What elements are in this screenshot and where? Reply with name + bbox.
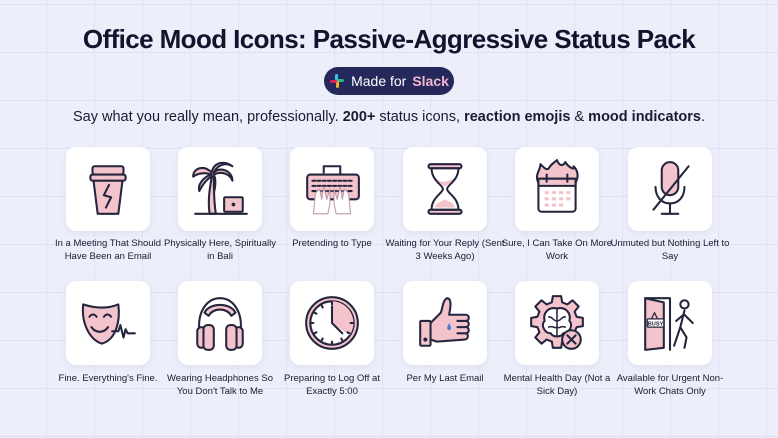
icon-label: Unmuted but Nothing Left to Say	[610, 238, 730, 262]
icon-card[interactable]	[290, 147, 374, 231]
icon-label: Fine. Everything's Fine.	[58, 373, 158, 384]
subtitle-text: status icons,	[375, 109, 465, 125]
icon-label: Physically Here, Spiritually in Bali	[164, 238, 276, 262]
headphones-icon	[196, 297, 244, 351]
icon-label: Per My Last Email	[406, 373, 484, 384]
icon-label: Sure, I Can Take On More Work	[501, 238, 613, 262]
icon-card[interactable]	[290, 281, 374, 365]
icon-card[interactable]	[178, 281, 262, 365]
slack-logo-icon	[330, 74, 345, 88]
subtitle-text: Say what you really mean, professionally…	[73, 109, 343, 125]
keyboard-hands-icon	[306, 165, 360, 215]
icon-card[interactable]	[515, 281, 599, 365]
subtitle: Say what you really mean, professionally…	[0, 109, 778, 125]
badge-brand: Slack	[412, 73, 449, 89]
thumbs-up-sweat-icon	[419, 297, 470, 347]
icon-card[interactable]	[66, 147, 150, 231]
busy-sign-text: BUSY	[648, 322, 664, 328]
muted-microphone-icon	[652, 161, 690, 215]
icon-card[interactable]	[66, 281, 150, 365]
burning-calendar-icon	[535, 159, 579, 213]
hourglass-icon	[427, 163, 463, 215]
icon-card[interactable]	[515, 147, 599, 231]
cracked-coffee-cup-icon	[89, 165, 127, 215]
subtitle-bold: reaction emojis	[464, 109, 571, 125]
clock-icon	[305, 296, 359, 350]
icon-card[interactable]	[178, 147, 262, 231]
icon-card[interactable]	[403, 147, 487, 231]
icon-label: Wearing Headphones So You Don't Talk to …	[167, 373, 273, 397]
icon-label: Preparing to Log Off at Exactly 5:00	[284, 373, 380, 397]
palm-tree-laptop-icon	[192, 161, 248, 215]
icon-card[interactable]	[403, 281, 487, 365]
icon-card[interactable]: BUSY	[628, 281, 712, 365]
page-title: Office Mood Icons: Passive-Aggressive St…	[82, 24, 696, 54]
icon-label: Waiting for Your Reply (Sent 3 Weeks Ago…	[385, 238, 505, 262]
made-for-slack-badge: Made for Slack	[324, 67, 454, 95]
icon-label: Pretending to Type	[292, 238, 372, 249]
subtitle-text: &	[570, 109, 589, 125]
icon-label: Mental Health Day (Not a Sick Day)	[503, 373, 611, 397]
icon-label: In a Meeting That Should Have Been an Em…	[55, 238, 161, 262]
smiling-mask-icon	[81, 303, 136, 345]
subtitle-bold: 200+	[342, 109, 376, 125]
brain-gear-icon	[530, 295, 584, 350]
subtitle-text: .	[700, 109, 705, 125]
badge-prefix: Made for	[351, 73, 407, 89]
icon-card[interactable]	[628, 147, 712, 231]
busy-door-walking-icon: BUSY	[644, 297, 694, 351]
icon-label: Available for Urgent Non-Work Chats Only	[616, 373, 724, 397]
subtitle-bold: mood indicators	[588, 109, 701, 125]
